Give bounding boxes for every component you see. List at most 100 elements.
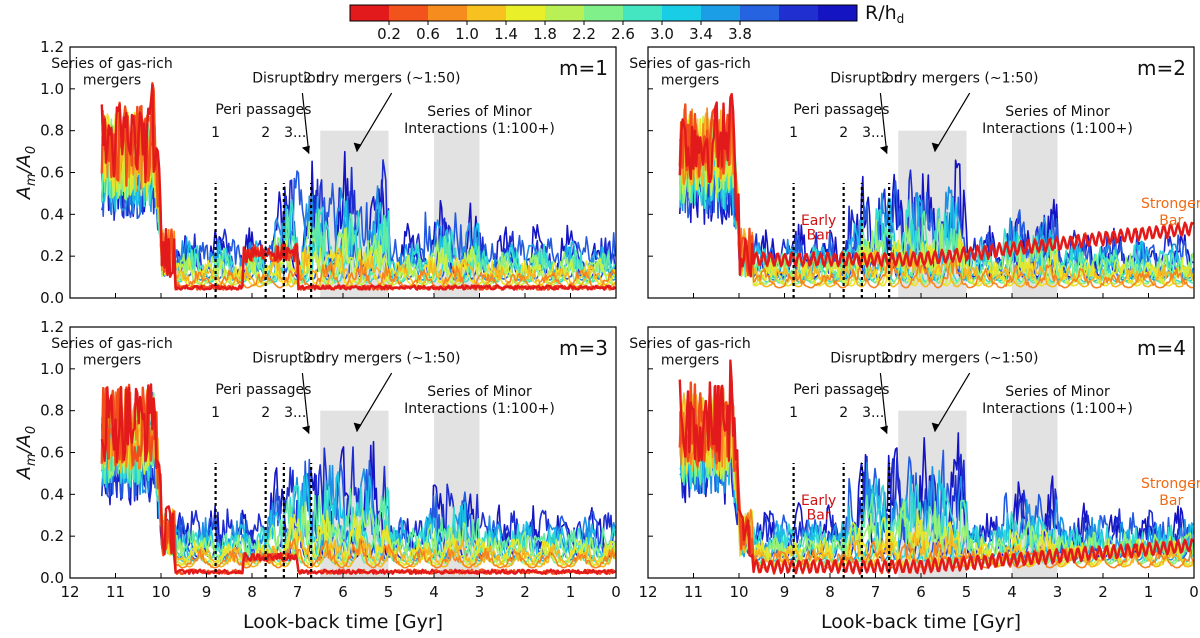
- arrowhead: [301, 145, 310, 154]
- series-line: [101, 386, 616, 569]
- mode-label: m=1: [559, 56, 608, 80]
- y-tick-label: 0.4: [40, 485, 64, 503]
- x-tick-label: 5: [384, 583, 394, 601]
- colorbar-swatch: [701, 5, 741, 21]
- annotation-minor: Interactions (1:100+): [404, 121, 555, 137]
- mode-label: m=2: [1137, 56, 1186, 80]
- arrow-disruption: [879, 92, 888, 154]
- x-tick-label: 10: [151, 583, 170, 601]
- x-axis-label: Look-back time [Gyr]: [821, 611, 1021, 633]
- series-line: [679, 125, 1194, 283]
- series-line: [100, 83, 616, 291]
- series-line: [679, 383, 1194, 561]
- colorbar-swatch: [389, 5, 429, 21]
- annotation-disruption: Disruption: [830, 71, 902, 87]
- annotation-early-bar: Bar: [807, 507, 831, 523]
- colorbar-tick-label: 3.8: [728, 25, 752, 43]
- x-tick-label: 7: [293, 583, 303, 601]
- colorbar-swatch: [584, 5, 624, 21]
- arrowhead: [931, 422, 940, 432]
- peri-number: 3...: [284, 405, 306, 421]
- y-tick-label: 1.0: [40, 360, 64, 378]
- y-axis-label: Am/A0: [13, 146, 39, 201]
- peri-number: 2: [839, 405, 848, 421]
- y-axis-label: Am/A0: [13, 426, 39, 481]
- colorbar-frame: [349, 4, 858, 22]
- annotation-minor: Interactions (1:100+): [982, 121, 1133, 137]
- peri-number: 1: [789, 125, 798, 141]
- curves: [678, 359, 1194, 575]
- y-tick-label: 0.0: [40, 569, 64, 587]
- colorbar-swatch: [662, 5, 702, 21]
- colorbar-tick-label: 3.4: [689, 25, 713, 43]
- colorbar-swatch: [818, 5, 858, 21]
- x-tick-label: 0: [1189, 583, 1199, 601]
- arrowhead: [879, 145, 888, 154]
- x-tick-label: 1: [1144, 583, 1154, 601]
- x-tick-label: 4: [429, 583, 439, 601]
- annotation-stronger-bar: Stronger: [1141, 476, 1200, 492]
- annotation-minor: Series of Minor: [427, 384, 532, 400]
- annotation-stronger-bar: Bar: [1159, 493, 1183, 509]
- y-tick-label: 0.2: [40, 527, 64, 545]
- annotation-peri: Peri passages: [793, 102, 889, 118]
- series-line: [678, 359, 1194, 575]
- colorbar-tick-label: 1.8: [533, 25, 557, 43]
- colorbar: 0.2 0.6 1.0 1.4 1.8 2.2 2.6 3.0 3.4 3.8 R/hd: [349, 2, 904, 43]
- arrowhead: [353, 422, 362, 432]
- arrowhead: [353, 142, 362, 152]
- y-tick-label: 0.8: [40, 402, 64, 420]
- annotation-gas-rich: Series of gas-rich: [51, 336, 172, 352]
- colorbar-tick-label: 2.6: [611, 25, 635, 43]
- x-tick-label: 1: [566, 583, 576, 601]
- peri-number: 3...: [284, 125, 306, 141]
- annotation-minor: Series of Minor: [427, 104, 532, 120]
- annotation-disruption: Disruption: [252, 351, 324, 367]
- x-tick-label: 6: [916, 583, 926, 601]
- x-tick-label: 11: [684, 583, 703, 601]
- peri-number: 2: [839, 125, 848, 141]
- series-line: [678, 92, 1194, 278]
- annotation-minor: Series of Minor: [1005, 384, 1110, 400]
- annotation-disruption: Disruption: [830, 351, 902, 367]
- annotation-dry-mergers: 2 dry mergers (~1:50): [303, 71, 461, 87]
- annotation-gas-rich: Series of gas-rich: [629, 56, 750, 72]
- x-tick-label: 9: [202, 583, 212, 601]
- curves: [100, 383, 616, 575]
- annotation-peri: Peri passages: [215, 102, 311, 118]
- y-tick-label: 0.6: [40, 164, 64, 182]
- x-axis-label: Look-back time [Gyr]: [243, 611, 443, 633]
- colorbar-swatch: [779, 5, 819, 21]
- annotation-peri: Peri passages: [793, 382, 889, 398]
- colorbar-swatch: [350, 5, 390, 21]
- series-line: [101, 394, 616, 566]
- y-tick-label: 0.0: [40, 289, 64, 307]
- annotation-gas-rich: Series of gas-rich: [51, 56, 172, 72]
- annotation-peri: Peri passages: [215, 382, 311, 398]
- arrow-dry-mergers: [934, 92, 971, 152]
- annotation-minor: Series of Minor: [1005, 104, 1110, 120]
- colorbar-tick-label: 1.4: [494, 25, 518, 43]
- colorbar-swatch: [428, 5, 468, 21]
- annotation-gas-rich: mergers: [661, 353, 719, 369]
- x-tick-label: 9: [780, 583, 790, 601]
- annotation-gas-rich: mergers: [83, 73, 141, 89]
- x-tick-label: 3: [475, 583, 485, 601]
- annotation-dry-mergers: 2 dry mergers (~1:50): [303, 351, 461, 367]
- arrow-dry-mergers: [356, 372, 393, 432]
- curves: [100, 81, 616, 291]
- annotation-stronger-bar: Bar: [1159, 213, 1183, 229]
- colorbar-tick-label: 0.2: [377, 25, 401, 43]
- colorbar-swatch: [545, 5, 585, 21]
- x-tick-label: 6: [338, 583, 348, 601]
- peri-number: 1: [211, 125, 220, 141]
- x-tick-label: 8: [825, 583, 835, 601]
- colorbar-label: R/hd: [865, 2, 904, 26]
- mode-label: m=4: [1137, 336, 1186, 360]
- series-line: [679, 114, 1194, 287]
- y-tick-label: 0.8: [40, 122, 64, 140]
- y-tick-label: 1.0: [40, 80, 64, 98]
- annotation-gas-rich: Series of gas-rich: [629, 336, 750, 352]
- arrowhead: [301, 425, 310, 434]
